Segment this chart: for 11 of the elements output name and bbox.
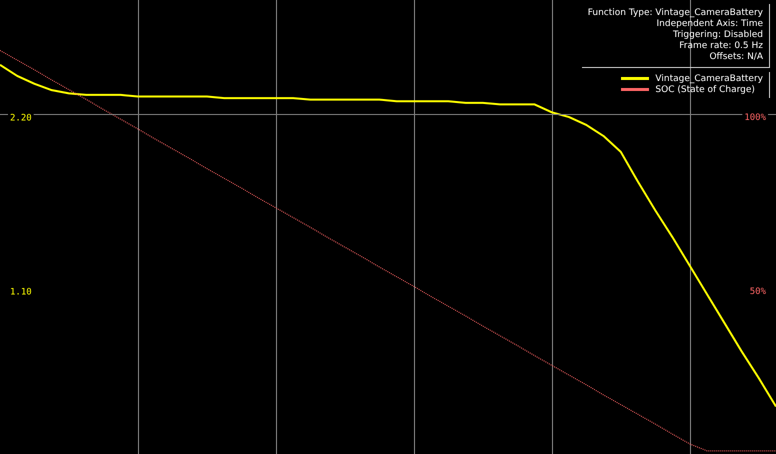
y-tick-label: 2.20 — [10, 114, 32, 124]
annotation: Function Type: Vintage_CameraBattery — [588, 8, 763, 19]
y2-tick-label: 50% — [750, 287, 767, 298]
annotation: Independent Axis: Time — [656, 19, 763, 30]
annotation: Offsets: N/A — [708, 52, 763, 63]
annotation: Triggering: Disabled — [672, 30, 763, 41]
y-tick-label: 1.10 — [10, 288, 32, 298]
y2-tick-label: 100% — [744, 113, 767, 124]
legend-label: SOC (State of Charge) — [654, 85, 756, 96]
legend-label: Vintage_CameraBattery — [654, 74, 763, 85]
annotation: Frame rate: 0.5 Hz — [678, 41, 763, 52]
